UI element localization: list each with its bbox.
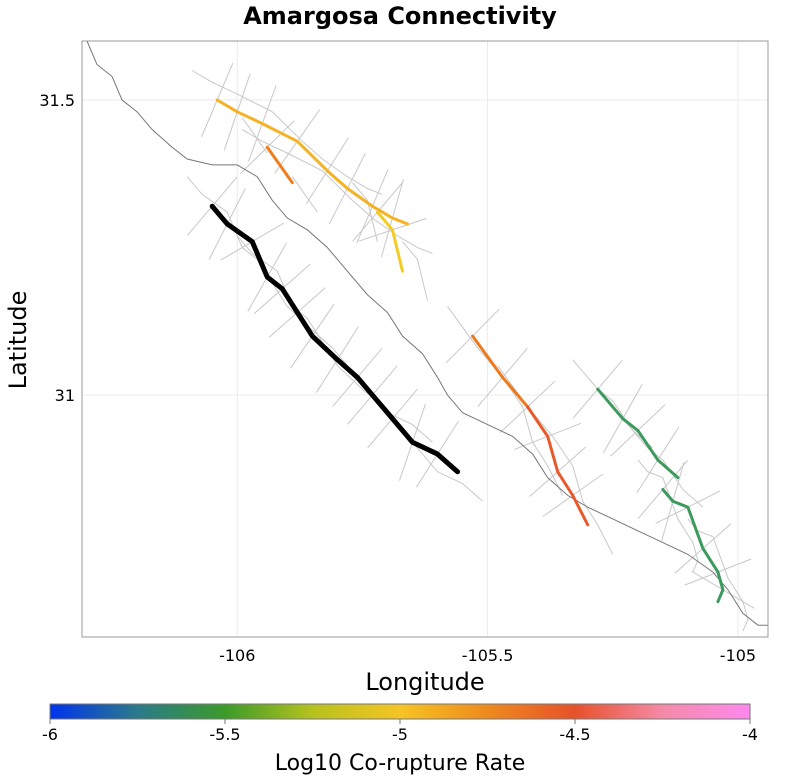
mesh-outline <box>572 359 654 449</box>
colorbar-tick-label: -5.5 <box>209 725 240 744</box>
mesh-outline <box>622 418 704 508</box>
fault-section-5 <box>526 405 590 527</box>
fault-section-1 <box>215 98 409 226</box>
colorbar-tick-label: -5 <box>392 725 408 744</box>
x-tick-label: -105.5 <box>462 646 514 665</box>
mesh-outline <box>637 459 699 573</box>
fault-section-6 <box>596 387 680 480</box>
mesh-outline <box>502 377 564 496</box>
x-tick-labels: -106 -105.5 -105 <box>219 646 756 665</box>
x-tick-label: -106 <box>219 646 255 665</box>
fault-section-4 <box>471 334 530 409</box>
mesh-outline <box>191 70 383 195</box>
colorbar-ticks: -6 -5.5 -5 -4.5 -4 <box>42 719 758 744</box>
y-tick-label: 31.5 <box>39 91 75 110</box>
plot-frame <box>81 40 769 638</box>
region-boundary <box>86 40 768 626</box>
chart-title: Amargosa Connectivity <box>243 2 557 30</box>
reference-fault-section <box>209 203 461 475</box>
mesh-outline <box>552 436 614 555</box>
colorbar-tick-label: -6 <box>42 725 58 744</box>
mesh-outline <box>497 365 554 437</box>
fault-section-3 <box>375 210 404 273</box>
fault-section-2 <box>265 145 294 185</box>
y-axis-label: Latitude <box>4 291 32 390</box>
mesh-outline <box>402 241 428 301</box>
mesh-outline <box>241 117 268 154</box>
colorbar-tick-label: -4.5 <box>559 725 590 744</box>
colorbar-tick-label: -4 <box>742 725 758 744</box>
y-tick-labels: 31.5 31 <box>39 91 75 405</box>
fault-section-7 <box>661 487 725 604</box>
mesh-outline <box>291 176 318 213</box>
colorbar-label: Log10 Co-rupture Rate <box>275 751 526 776</box>
boundary-line <box>86 40 768 626</box>
fault-sections <box>209 98 725 604</box>
x-tick-label: -105 <box>720 646 756 665</box>
mesh-outline <box>236 235 483 502</box>
colorbar <box>49 703 751 720</box>
mesh-outline <box>352 182 378 242</box>
mesh-outline <box>241 129 433 254</box>
y-tick-label: 31 <box>55 386 75 405</box>
x-axis-label: Longitude <box>365 668 484 696</box>
grid <box>82 41 768 637</box>
